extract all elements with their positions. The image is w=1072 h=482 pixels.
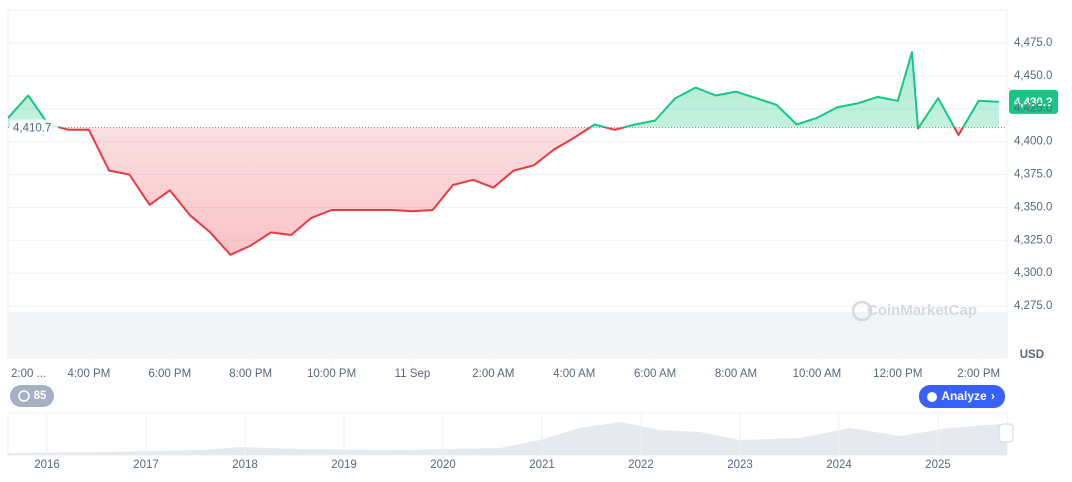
watermark-logo [851, 300, 873, 322]
x-tick-label: 12:00 PM [873, 368, 922, 380]
x-tick-label: 6:00 PM [148, 368, 191, 380]
navigator-year: 2024 [826, 459, 852, 471]
analyze-arrow: › [991, 391, 995, 403]
navigator-year: 2021 [529, 459, 555, 471]
x-tick-label: 11 Sep [395, 368, 431, 380]
y-tick-label: 4,400.0 [1014, 136, 1052, 148]
badge[interactable] [10, 385, 54, 407]
baseline-label-bg [10, 119, 58, 136]
y-tick-label: 4,325.0 [1014, 234, 1052, 246]
price-line-up [8, 51, 999, 128]
x-tick-label: 2:00 PM [957, 368, 1000, 380]
analyze-text: Analyze [941, 389, 987, 403]
navigator-year: 2025 [925, 459, 951, 471]
navigator-year: 2016 [34, 459, 60, 471]
price-line-down [56, 127, 965, 256]
badge-icon [18, 390, 30, 402]
navigator-handle[interactable] [998, 423, 1014, 443]
y-tick-label: 4,375.0 [1014, 169, 1052, 181]
watermark: CoinMarketCap [867, 302, 977, 319]
navigator-year: 2023 [727, 459, 753, 471]
navigator-year: 2019 [331, 459, 357, 471]
navigator-year: 2020 [430, 459, 456, 471]
y-tick-label: 4,350.0 [1014, 201, 1052, 213]
area-up [8, 52, 999, 128]
unit-label: USD [1020, 349, 1044, 361]
badge-text: 85 [34, 390, 47, 402]
x-tick-label: 6:00 AM [634, 368, 676, 380]
x-tick-label: 2:00 AM [472, 368, 514, 380]
area-down [8, 127, 999, 255]
x-tick-label: 2:00 ... [11, 368, 46, 380]
y-tick-label: 4,300.0 [1014, 267, 1052, 279]
navigator-year: 2017 [133, 459, 159, 471]
x-tick-label: 10:00 AM [793, 368, 842, 380]
x-tick-label: 4:00 AM [553, 368, 595, 380]
current-price-label: 4,430.2 [1014, 97, 1052, 109]
navigator-area [8, 422, 1007, 455]
x-tick-label: 4:00 PM [67, 368, 110, 380]
y-tick-label: 4,450.0 [1014, 70, 1052, 82]
navigator-year: 2018 [232, 459, 258, 471]
x-tick-label: 8:00 PM [229, 368, 272, 380]
y-tick-label: 4,275.0 [1014, 300, 1052, 312]
current-price-tag [1009, 89, 1058, 114]
x-tick-label: 8:00 AM [715, 368, 757, 380]
navigator-year: 2022 [628, 459, 654, 471]
y-tick-label: 4,425.0 [1014, 103, 1052, 115]
analyze-button[interactable] [919, 385, 1005, 408]
y-tick-label: 4,475.0 [1014, 37, 1052, 49]
analyze-icon [927, 392, 937, 402]
baseline-label: 4,410.7 [13, 123, 51, 135]
volume-band [8, 312, 1007, 358]
x-tick-label: 10:00 PM [307, 368, 356, 380]
